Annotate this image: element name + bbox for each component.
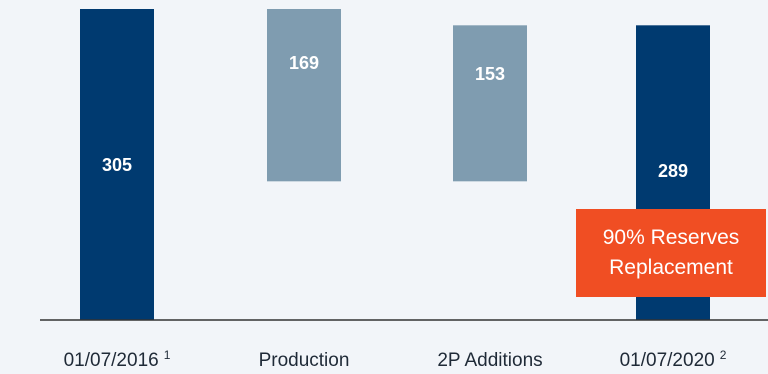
bar-1	[80, 9, 154, 320]
category-label: 01/07/2020 2	[620, 348, 727, 371]
category-label: 2P Additions	[437, 350, 542, 371]
category-label: 01/07/2016 1	[64, 348, 171, 371]
bar-value-label: 169	[289, 53, 319, 73]
bar-3	[453, 25, 527, 182]
category-label: Production	[259, 350, 350, 371]
callout-line-1: 90% Reserves	[602, 226, 740, 249]
reserves-replacement-callout: 90% Reserves Replacement	[576, 209, 766, 297]
bar-2	[267, 9, 341, 182]
callout-line-2: Replacement	[609, 256, 733, 279]
bar-value-label: 153	[475, 64, 505, 84]
footnote-marker: 1	[164, 348, 171, 362]
bar-value-label: 305	[102, 155, 132, 175]
footnote-marker: 2	[720, 348, 727, 362]
bar-value-label: 289	[658, 161, 688, 181]
